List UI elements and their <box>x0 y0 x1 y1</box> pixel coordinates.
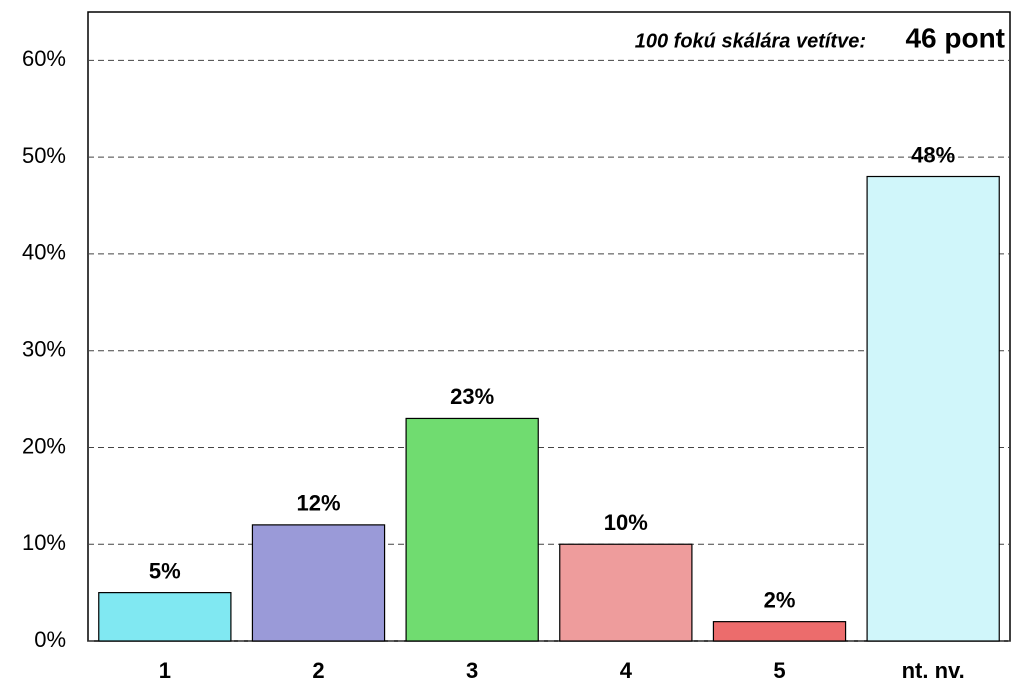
y-tick-label: 30% <box>22 337 66 362</box>
bar <box>866 175 1000 642</box>
value-label: 10% <box>604 510 648 535</box>
x-tick-label: 3 <box>466 658 478 683</box>
x-tick-label: 1 <box>159 658 171 683</box>
y-tick-label: 0% <box>34 627 66 652</box>
plot-frame <box>87 11 1011 642</box>
bar <box>251 524 386 642</box>
y-tick-label: 40% <box>22 240 66 265</box>
x-tick-label: 4 <box>620 658 633 683</box>
value-label: 23% <box>450 384 494 409</box>
x-tick-label: 2 <box>312 658 324 683</box>
bar <box>559 543 693 642</box>
y-tick-label: 50% <box>22 143 66 168</box>
value-label: 2% <box>764 587 796 612</box>
bar <box>712 621 847 642</box>
x-tick-label: nt. nv. <box>902 658 965 683</box>
annotation: 100 fokú skálára vetítve: <box>635 30 866 52</box>
y-tick-label: 60% <box>22 46 66 71</box>
value-label: 48% <box>911 142 955 167</box>
annotation-value: 46 pont <box>905 22 1005 53</box>
bar <box>405 417 539 642</box>
value-label: 12% <box>296 491 340 516</box>
y-tick-label: 20% <box>22 433 66 458</box>
bar <box>98 592 232 642</box>
x-tick-label: 5 <box>773 658 785 683</box>
y-tick-label: 10% <box>22 530 66 555</box>
value-label: 5% <box>149 558 181 583</box>
